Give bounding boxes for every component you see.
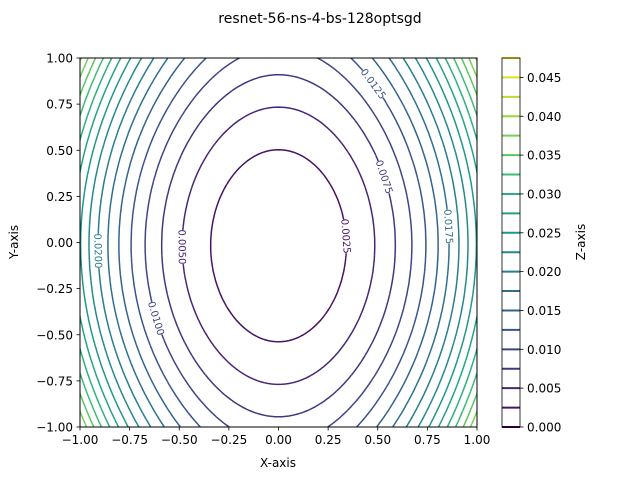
y-tick-label: 0.75 <box>46 98 73 112</box>
y-tick-label: 0.50 <box>46 144 73 158</box>
contour-line <box>118 58 439 427</box>
contour-line <box>80 58 477 427</box>
x-tick-label: 0.25 <box>315 433 342 447</box>
plot-frame <box>79 57 478 428</box>
x-axis-label: X-axis <box>260 456 296 470</box>
colorbar-tick-label: 0.045 <box>527 71 561 85</box>
x-tick-label: 1.00 <box>464 433 491 447</box>
x-tick-label: −0.75 <box>111 433 148 447</box>
colorbar-label: Z-axis <box>574 224 588 260</box>
contour-label: 0.0025 <box>338 218 351 254</box>
x-tick-label: 0.50 <box>364 433 391 447</box>
contour-line <box>181 106 376 386</box>
y-tick-label: −1.00 <box>36 421 73 435</box>
x-axis-ticks: −1.00 −0.75 −0.50 −0.25 0.00 0.25 0.50 0.75 1.00 <box>62 427 491 447</box>
y-tick-label: −0.75 <box>36 374 73 388</box>
contour-line <box>80 58 477 427</box>
contour-lines <box>70 49 487 436</box>
y-tick-label: 1.00 <box>46 52 73 66</box>
x-tick-label: 0.00 <box>265 433 292 447</box>
y-tick-label: −0.25 <box>36 282 73 296</box>
x-tick-label: 0.75 <box>414 433 441 447</box>
contour-line <box>88 58 469 427</box>
contour-line <box>160 73 397 418</box>
contour-line <box>209 148 348 343</box>
colorbar-ticks: 0.000 0.005 0.010 0.015 0.020 0.025 0.030 0.035… <box>520 71 561 435</box>
contour-line <box>80 58 477 427</box>
contour-line <box>70 49 487 436</box>
y-tick-label: 0.25 <box>46 190 73 204</box>
x-tick-label: −0.50 <box>161 433 198 447</box>
y-axis-label: Y-axis <box>7 225 21 260</box>
x-tick-label: −0.25 <box>210 433 247 447</box>
contour-line <box>130 58 427 427</box>
contour-line <box>70 49 487 436</box>
contour-line <box>80 58 477 427</box>
colorbar-tick-label: 0.015 <box>527 304 561 318</box>
x-tick-label: −1.00 <box>62 433 99 447</box>
contour-label: 0.0175 <box>441 209 454 245</box>
y-tick-label: 0.00 <box>46 236 73 250</box>
y-axis-ticks: −1.00 −0.75 −0.50 −0.25 0.00 0.25 0.50 0.75 1.00 <box>36 52 80 435</box>
chart-title: resnet-56-ns-4-bs-128optsgd <box>218 11 421 27</box>
colorbar-tick-label: 0.005 <box>527 382 561 396</box>
y-tick-label: −0.50 <box>36 328 73 342</box>
colorbar-tick-label: 0.035 <box>527 149 561 163</box>
contour-label: 0.0050 <box>176 229 187 264</box>
contour-line <box>80 58 477 427</box>
colorbar-frame <box>501 57 521 428</box>
colorbar-tick-label: 0.020 <box>527 265 561 279</box>
contour-line <box>144 58 413 427</box>
colorbar <box>501 57 521 428</box>
contour-line <box>107 58 450 427</box>
colorbar-tick-label: 0.030 <box>527 187 561 201</box>
contour-line <box>80 58 477 427</box>
contour-label: 0.0075 <box>373 159 394 196</box>
colorbar-tick-label: 0.040 <box>527 110 561 124</box>
colorbar-tick-label: 0.000 <box>527 421 561 435</box>
contour-line <box>80 58 477 427</box>
colorbar-tick-label: 0.025 <box>527 226 561 240</box>
contour-label: 0.0200 <box>91 233 103 268</box>
colorbar-tick-label: 0.010 <box>527 343 561 357</box>
